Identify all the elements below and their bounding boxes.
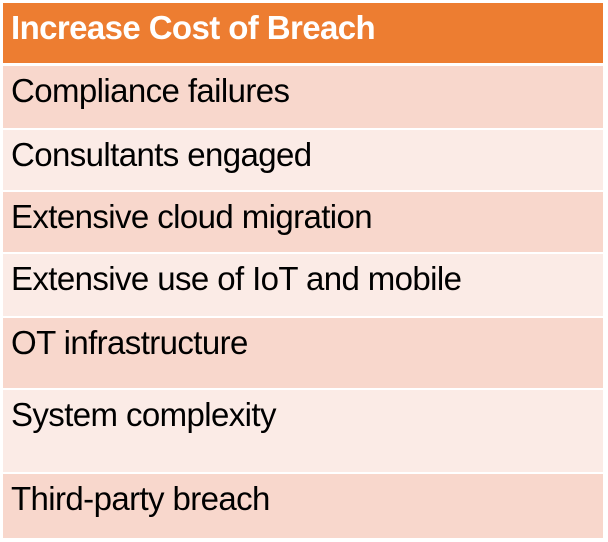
table-header: Increase Cost of Breach xyxy=(3,3,603,63)
row-label: Extensive cloud migration xyxy=(11,198,373,235)
row-label: System complexity xyxy=(11,396,276,433)
row-label: Third-party breach xyxy=(11,480,270,517)
table-row: Extensive use of IoT and mobile xyxy=(3,254,603,316)
row-label: OT infrastructure xyxy=(11,324,248,361)
table-row: OT infrastructure xyxy=(3,318,603,388)
table-row: Third-party breach xyxy=(3,474,603,538)
table-row: Consultants engaged xyxy=(3,130,603,190)
table-row: Extensive cloud migration xyxy=(3,192,603,252)
header-label: Increase Cost of Breach xyxy=(11,9,376,46)
row-label: Extensive use of IoT and mobile xyxy=(11,260,462,297)
table-row: Compliance failures xyxy=(3,66,603,128)
row-label: Consultants engaged xyxy=(11,136,312,173)
table-row: System complexity xyxy=(3,390,603,472)
row-label: Compliance failures xyxy=(11,72,290,109)
